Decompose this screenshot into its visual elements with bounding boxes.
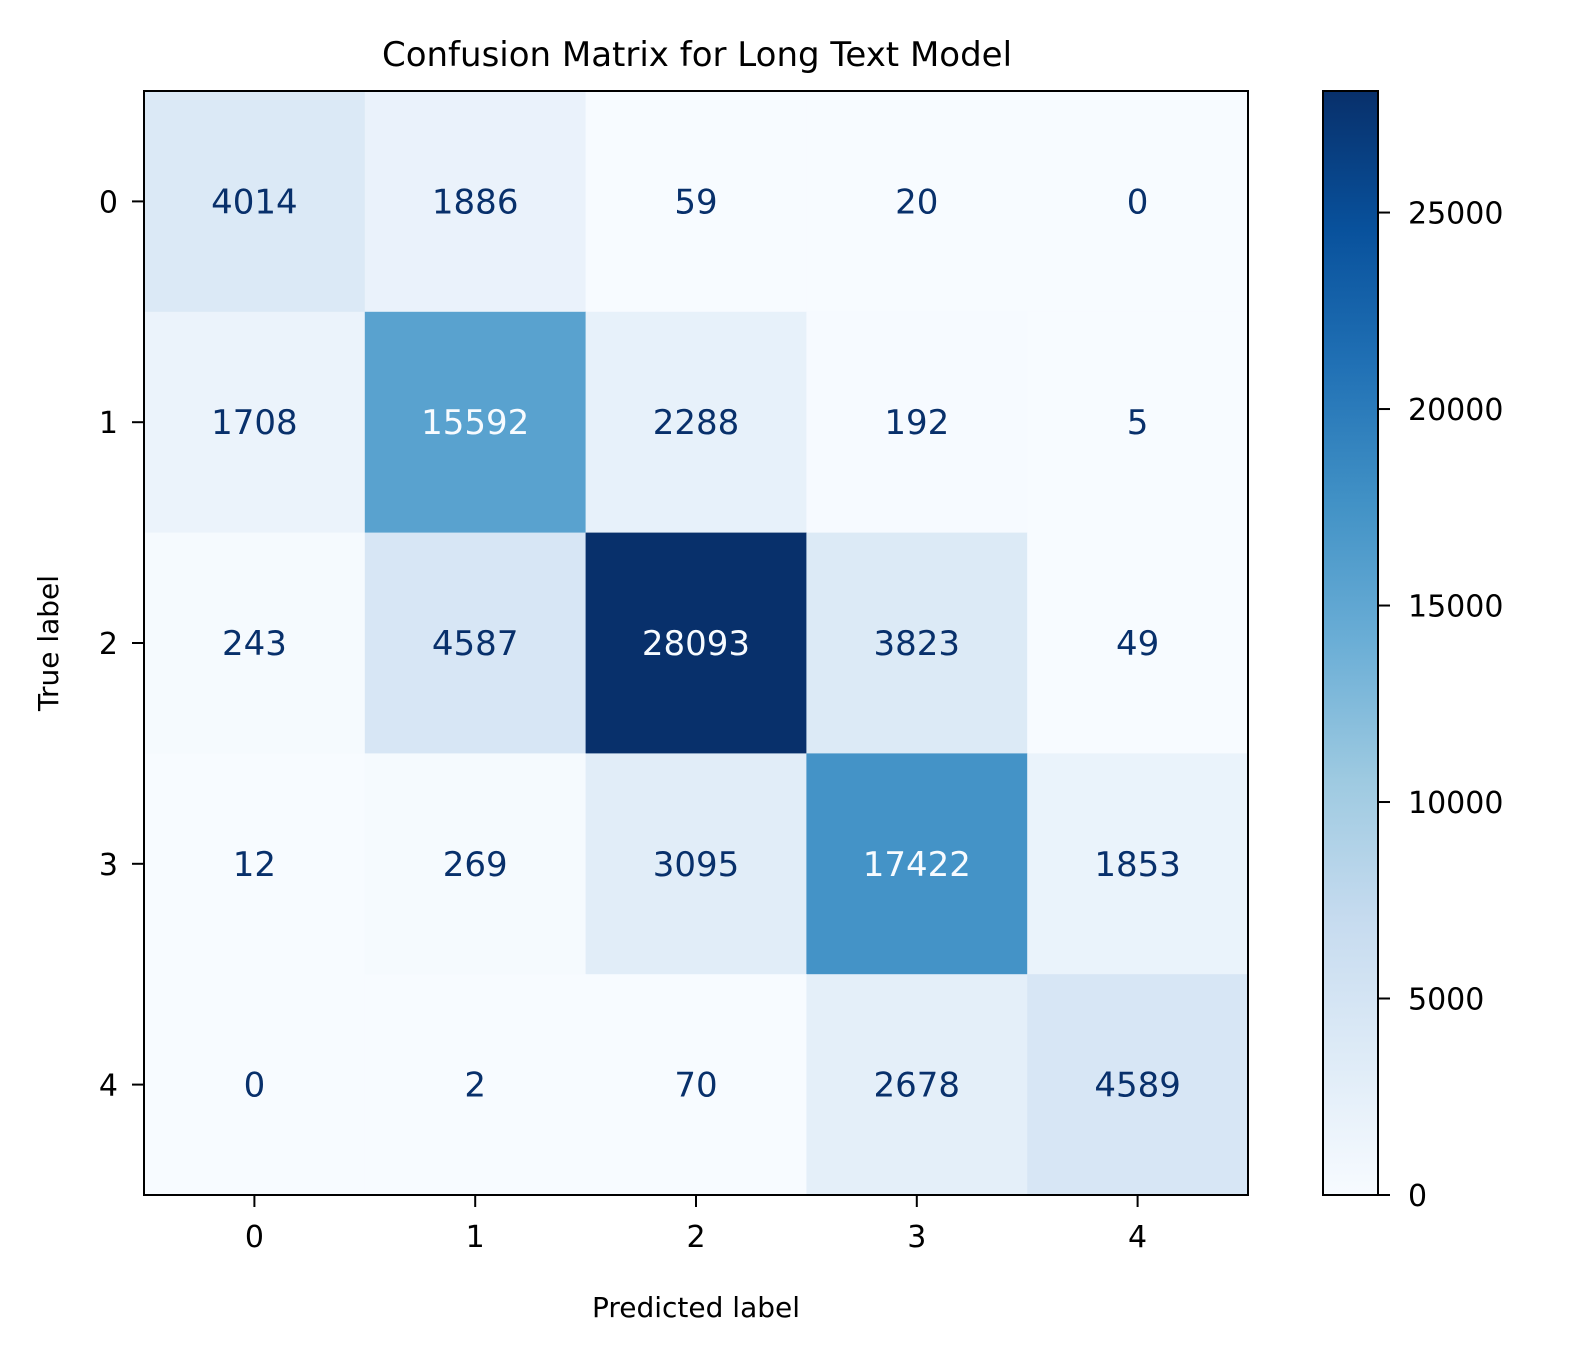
- colorbar-ticks: 0 5000 10000 15000 20000 25000: [1378, 197, 1503, 1214]
- y-tick-label: 2: [99, 627, 118, 662]
- heatmap-cell: [1027, 91, 1249, 313]
- y-axis-ticks: 0 1 2 3 4: [99, 185, 144, 1104]
- cell-value-label: 269: [443, 845, 508, 885]
- cell-value-label: 49: [1116, 624, 1159, 664]
- heatmap-cell: [806, 311, 1028, 534]
- cell-value-label: 4589: [1094, 1066, 1181, 1106]
- heatmap-cell: [144, 532, 366, 754]
- cell-value-label: 0: [1127, 182, 1149, 222]
- cell-value-label: 20: [895, 182, 938, 222]
- cell-value-label: 5: [1127, 403, 1149, 443]
- x-tick-label: 4: [1128, 1220, 1147, 1255]
- heatmap-cell: [585, 974, 807, 1196]
- y-tick-label: 1: [99, 406, 118, 441]
- heatmap-cell: [144, 311, 366, 534]
- y-tick-label: 0: [99, 185, 118, 220]
- heatmap-cell: [364, 753, 587, 975]
- heatmap-cell: [1027, 753, 1249, 975]
- heatmap-cell: [1027, 311, 1249, 534]
- x-axis-ticks: 0 1 2 3 4: [245, 1195, 1147, 1255]
- colorbar-tick-label: 5000: [1408, 983, 1484, 1018]
- cell-value-label: 1708: [211, 403, 298, 443]
- cell-value-label: 192: [884, 403, 949, 443]
- cell-value-label: 1853: [1094, 845, 1181, 885]
- colorbar-tick-label: 25000: [1408, 197, 1503, 232]
- cell-value-label: 3095: [653, 845, 740, 885]
- heatmap-cell: [144, 974, 366, 1196]
- heatmap-cell: [585, 91, 807, 313]
- cell-value-label: 28093: [642, 624, 750, 664]
- heatmap-cell: [806, 91, 1028, 313]
- cell-value-label: 17422: [863, 845, 971, 885]
- cell-value-label: 15592: [421, 403, 529, 443]
- heatmap-cell: [585, 311, 807, 534]
- cell-value-label: 1886: [432, 182, 519, 222]
- heatmap-cell: [1027, 974, 1249, 1196]
- heatmap-cell: [364, 311, 587, 534]
- x-axis-label: Predicted label: [592, 1291, 800, 1324]
- cell-value-label: 4587: [432, 624, 519, 664]
- heatmap-cell: [1027, 532, 1249, 754]
- cell-value-label: 2678: [874, 1066, 961, 1106]
- cell-value-label: 12: [233, 845, 276, 885]
- colorbar-tick-label: 20000: [1408, 393, 1503, 428]
- cell-value-label: 0: [244, 1066, 266, 1106]
- colorbar-tick-label: 0: [1408, 1179, 1427, 1214]
- colorbar-tick-label: 15000: [1408, 590, 1503, 625]
- colorbar-tick-label: 10000: [1408, 786, 1503, 821]
- x-tick-label: 1: [466, 1220, 485, 1255]
- cell-value-label: 59: [674, 182, 717, 222]
- cell-value-label: 3823: [874, 624, 961, 664]
- y-tick-label: 3: [99, 848, 118, 883]
- colorbar: [1322, 90, 1379, 1196]
- heatmap-cell: [585, 753, 807, 975]
- y-tick-label: 4: [99, 1069, 118, 1104]
- cell-value-label: 2288: [653, 403, 740, 443]
- cell-value-label: 4014: [211, 182, 298, 222]
- heatmap-cell: [364, 532, 587, 754]
- cell-value-label: 2: [464, 1066, 486, 1106]
- heatmap-cell: [806, 974, 1028, 1196]
- x-tick-label: 3: [907, 1220, 926, 1255]
- x-tick-label: 0: [245, 1220, 264, 1255]
- heatmap-cell: [585, 532, 807, 754]
- heatmap-cell: [806, 753, 1028, 975]
- heatmap-cell: [144, 753, 366, 975]
- heatmap-cell: [364, 974, 587, 1196]
- y-axis-label: True label: [32, 575, 65, 712]
- chart-title: Confusion Matrix for Long Text Model: [382, 35, 1012, 75]
- x-tick-label: 2: [686, 1220, 705, 1255]
- cell-value-label: 243: [222, 624, 287, 664]
- heatmap-cell: [806, 532, 1028, 754]
- cell-value-label: 70: [674, 1066, 717, 1106]
- heatmap-cells: [144, 91, 1249, 1196]
- heatmap-cell: [364, 91, 587, 313]
- heatmap-cell: [144, 91, 366, 313]
